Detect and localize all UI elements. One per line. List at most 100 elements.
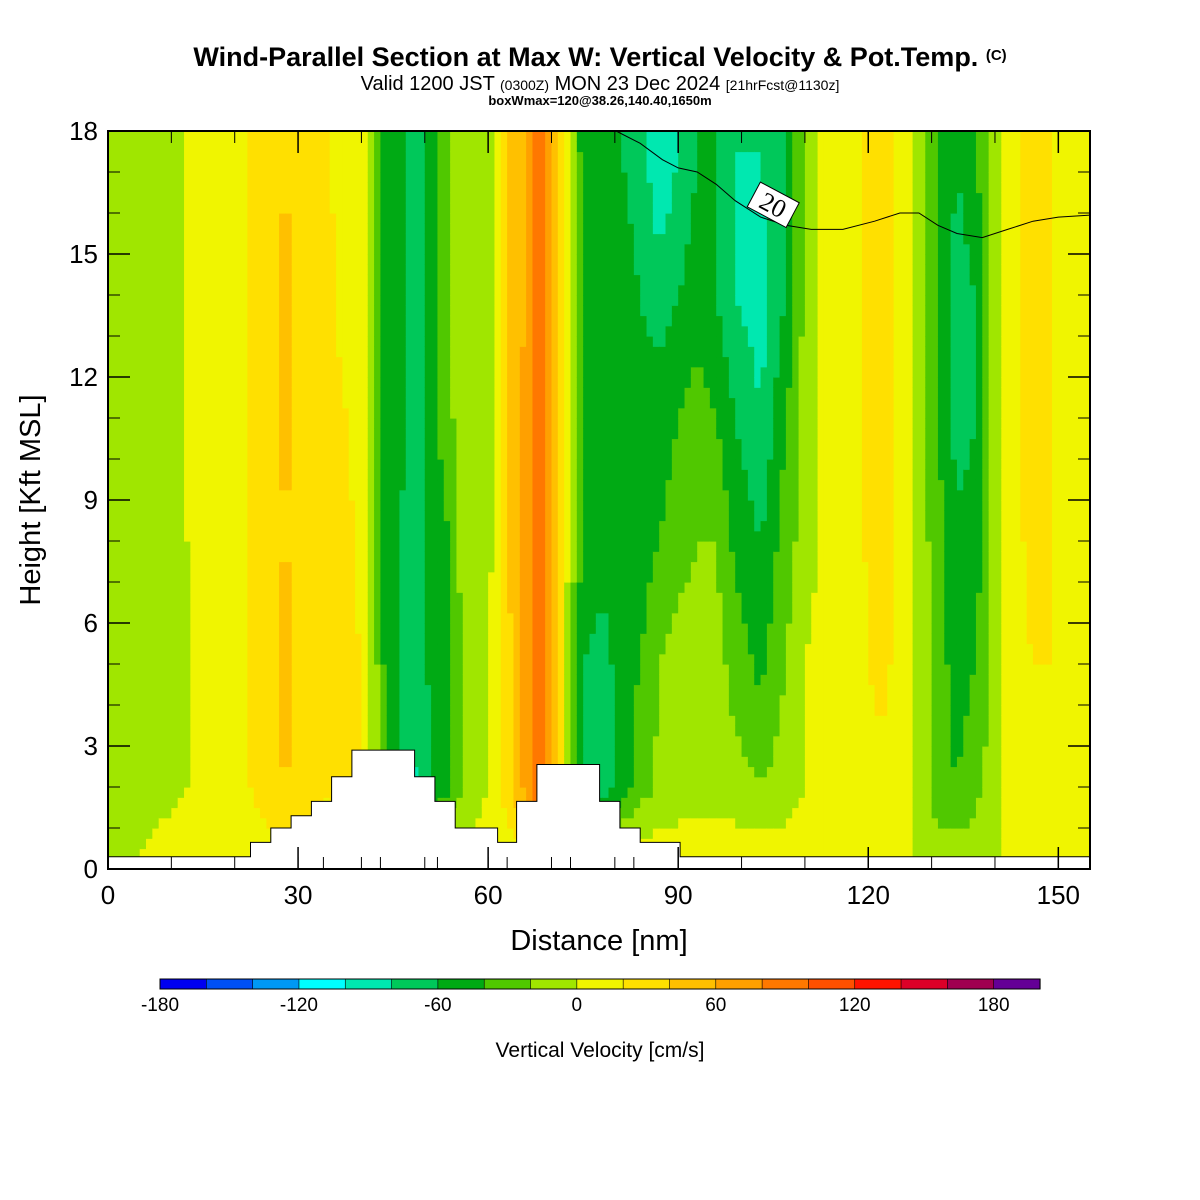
velocity-cell [304, 141, 312, 153]
velocity-cell [393, 469, 401, 481]
velocity-cell [513, 254, 521, 265]
velocity-cell [228, 151, 236, 163]
velocity-cell [355, 233, 363, 245]
velocity-cell [519, 694, 527, 706]
velocity-cell [336, 479, 344, 491]
velocity-cell [260, 141, 267, 153]
velocity-cell [513, 161, 521, 173]
velocity-cell [247, 366, 255, 378]
velocity-cell [412, 530, 420, 542]
velocity-cell [291, 172, 299, 183]
velocity-cell [507, 776, 515, 788]
velocity-cell [462, 418, 470, 429]
velocity-cell [266, 817, 274, 829]
velocity-cell [538, 305, 546, 317]
velocity-cell [323, 192, 331, 204]
velocity-cell [462, 817, 470, 829]
velocity-cell [260, 407, 267, 419]
velocity-cell [513, 571, 521, 583]
velocity-cell [127, 838, 134, 850]
velocity-cell [329, 746, 337, 757]
velocity-cell [114, 571, 122, 583]
velocity-cell [532, 295, 540, 306]
velocity-cell [538, 274, 546, 286]
velocity-cell [120, 254, 128, 265]
velocity-cell [127, 766, 134, 778]
velocity-cell [171, 192, 179, 204]
velocity-cell [488, 592, 496, 604]
velocity-cell [519, 254, 527, 265]
velocity-cell [374, 715, 382, 727]
velocity-cell [279, 141, 286, 153]
velocity-cell [469, 705, 477, 716]
velocity-cell [152, 264, 160, 276]
velocity-cell [399, 377, 407, 388]
velocity-cell [367, 479, 375, 491]
velocity-cell [133, 612, 141, 624]
velocity-cell [412, 489, 420, 501]
velocity-cell [165, 746, 172, 757]
velocity-cell [165, 172, 172, 183]
velocity-cell [146, 397, 153, 409]
velocity-cell [475, 192, 483, 204]
velocity-cell [304, 520, 312, 532]
velocity-cell [462, 612, 470, 624]
velocity-cell [310, 705, 318, 716]
velocity-cell [399, 448, 407, 460]
velocity-cell [374, 510, 382, 522]
velocity-cell [196, 254, 204, 265]
velocity-cell [424, 141, 432, 153]
velocity-cell [260, 592, 267, 604]
velocity-cell [500, 213, 508, 224]
velocity-cell [519, 541, 527, 552]
velocity-cell [228, 223, 236, 235]
velocity-cell [285, 192, 293, 204]
velocity-cell [203, 489, 210, 501]
velocity-cell [272, 684, 280, 696]
velocity-cell [513, 746, 521, 757]
velocity-cell [494, 459, 502, 470]
velocity-cell [481, 664, 489, 675]
velocity-cell [184, 489, 191, 501]
velocity-cell [393, 541, 401, 552]
velocity-cell [228, 500, 236, 511]
velocity-cell [241, 202, 248, 214]
velocity-cell [285, 817, 293, 829]
velocity-cell [380, 520, 388, 532]
velocity-cell [108, 407, 115, 419]
velocity-cell [298, 233, 305, 245]
velocity-cell [285, 377, 293, 388]
velocity-cell [196, 346, 204, 358]
velocity-cell [158, 459, 166, 470]
velocity-cell [507, 141, 515, 153]
velocity-cell [247, 725, 255, 737]
velocity-cell [291, 223, 299, 235]
velocity-cell [437, 653, 445, 665]
velocity-cell [165, 356, 172, 368]
velocity-cell [507, 448, 515, 460]
velocity-cell [481, 653, 489, 665]
velocity-cell [481, 418, 489, 429]
velocity-cell [386, 284, 394, 296]
velocity-cell [507, 305, 515, 317]
velocity-cell [310, 448, 318, 460]
velocity-cell [260, 766, 267, 778]
velocity-cell [317, 366, 325, 378]
velocity-cell [171, 438, 179, 450]
velocity-cell [304, 500, 312, 511]
velocity-cell [127, 571, 134, 583]
velocity-cell [481, 561, 489, 573]
velocity-cell [133, 643, 141, 655]
velocity-cell [336, 571, 344, 583]
velocity-cell [222, 561, 229, 573]
velocity-cell [342, 172, 350, 183]
velocity-cell [405, 213, 413, 224]
velocity-cell [526, 541, 534, 552]
velocity-cell [317, 489, 325, 501]
velocity-cell [526, 469, 534, 481]
velocity-cell [215, 192, 223, 204]
velocity-cell [203, 172, 210, 183]
velocity-cell [127, 151, 134, 163]
velocity-cell [279, 530, 286, 542]
velocity-cell [279, 131, 286, 142]
